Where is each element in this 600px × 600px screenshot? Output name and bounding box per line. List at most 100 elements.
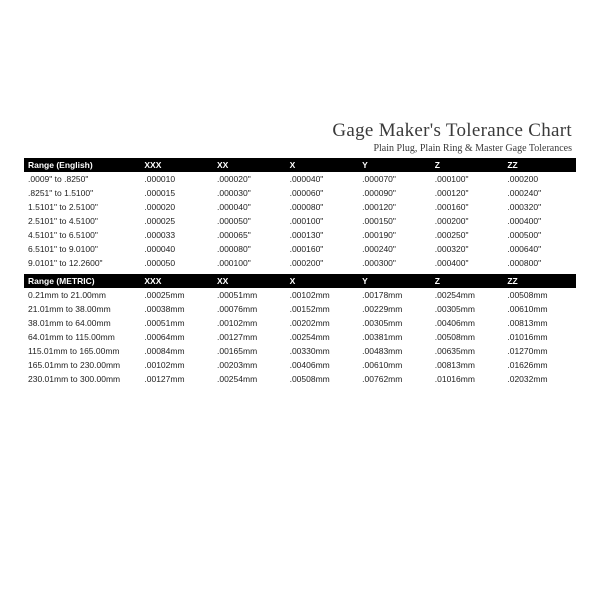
tolerance-cell: .000025 xyxy=(140,214,213,228)
tolerance-cell: .00381mm xyxy=(358,330,431,344)
tolerance-cell: .000065" xyxy=(213,228,286,242)
tolerance-cell: .00508mm xyxy=(431,330,504,344)
col-range: Range (METRIC) xyxy=(24,274,140,288)
range-cell: 4.5101" to 6.5100" xyxy=(24,228,140,242)
tolerance-cell: .000100" xyxy=(431,172,504,186)
table-row: 0.21mm to 21.00mm.00025mm.00051mm.00102m… xyxy=(24,288,576,302)
table-row: 2.5101" to 4.5100".000025.000050".000100… xyxy=(24,214,576,228)
tolerance-table-metric: Range (METRIC) XXX XX X Y Z ZZ 0.21mm to… xyxy=(24,274,576,386)
range-cell: 38.01mm to 64.00mm xyxy=(24,316,140,330)
col-range: Range (English) xyxy=(24,158,140,172)
table-row: 4.5101" to 6.5100".000033.000065".000130… xyxy=(24,228,576,242)
tolerance-cell: .00254mm xyxy=(286,330,359,344)
tolerance-cell: .00202mm xyxy=(286,316,359,330)
range-cell: 165.01mm to 230.00mm xyxy=(24,358,140,372)
tolerance-cell: .00508mm xyxy=(503,288,576,302)
col-z: Z xyxy=(431,274,504,288)
tolerance-cell: .000050 xyxy=(140,256,213,270)
tolerance-cell: .00406mm xyxy=(431,316,504,330)
tolerance-cell: .00127mm xyxy=(140,372,213,386)
tolerance-cell: .000200 xyxy=(503,172,576,186)
tolerance-cell: .00038mm xyxy=(140,302,213,316)
tolerance-cell: .00305mm xyxy=(358,316,431,330)
tolerance-cell: .00051mm xyxy=(213,288,286,302)
table-row: 115.01mm to 165.00mm.00084mm.00165mm.003… xyxy=(24,344,576,358)
tolerance-cell: .000130" xyxy=(286,228,359,242)
range-cell: 1.5101" to 2.5100" xyxy=(24,200,140,214)
tolerance-cell: .000200" xyxy=(431,214,504,228)
table-row: 64.01mm to 115.00mm.00064mm.00127mm.0025… xyxy=(24,330,576,344)
tolerance-cell: .000090" xyxy=(358,186,431,200)
tolerance-cell: .000040" xyxy=(213,200,286,214)
tolerance-cell: .000640" xyxy=(503,242,576,256)
tolerance-cell: .01626mm xyxy=(503,358,576,372)
tolerance-cell: .01016mm xyxy=(503,330,576,344)
tolerance-cell: .00102mm xyxy=(213,316,286,330)
col-zz: ZZ xyxy=(503,274,576,288)
range-cell: 115.01mm to 165.00mm xyxy=(24,344,140,358)
header-row-english: Range (English) XXX XX X Y Z ZZ xyxy=(24,158,576,172)
col-x: X xyxy=(286,158,359,172)
tolerance-cell: .00203mm xyxy=(213,358,286,372)
tolerance-cell: .000033 xyxy=(140,228,213,242)
tolerance-cell: .000080" xyxy=(213,242,286,256)
tolerance-cell: .000190" xyxy=(358,228,431,242)
page-title: Gage Maker's Tolerance Chart xyxy=(24,120,572,142)
tolerance-cell: .000060" xyxy=(286,186,359,200)
col-y: Y xyxy=(358,158,431,172)
tolerance-cell: .000250" xyxy=(431,228,504,242)
tolerance-cell: .000160" xyxy=(286,242,359,256)
range-cell: 230.01mm to 300.00mm xyxy=(24,372,140,386)
tolerance-cell: .01016mm xyxy=(431,372,504,386)
tolerance-cell: .00762mm xyxy=(358,372,431,386)
tolerance-cell: .000150" xyxy=(358,214,431,228)
range-cell: .8251" to 1.5100" xyxy=(24,186,140,200)
range-cell: 9.0101" to 12.2600" xyxy=(24,256,140,270)
table-row: .0009" to .8250".000010.000020".000040".… xyxy=(24,172,576,186)
tolerance-cell: .00229mm xyxy=(358,302,431,316)
tolerance-cell: .000050" xyxy=(213,214,286,228)
tolerance-cell: .000500" xyxy=(503,228,576,242)
tolerance-cell: .02032mm xyxy=(503,372,576,386)
tolerance-cell: .00254mm xyxy=(431,288,504,302)
tolerance-cell: .000100" xyxy=(286,214,359,228)
tolerance-cell: .000040 xyxy=(140,242,213,256)
col-y: Y xyxy=(358,274,431,288)
table-row: 38.01mm to 64.00mm.00051mm.00102mm.00202… xyxy=(24,316,576,330)
tolerance-cell: .00305mm xyxy=(431,302,504,316)
col-z: Z xyxy=(431,158,504,172)
tolerance-cell: .00025mm xyxy=(140,288,213,302)
tolerance-cell: .000160" xyxy=(431,200,504,214)
table-row: .8251" to 1.5100".000015.000030".000060"… xyxy=(24,186,576,200)
page-subtitle: Plain Plug, Plain Ring & Master Gage Tol… xyxy=(24,143,572,154)
tolerance-cell: .00635mm xyxy=(431,344,504,358)
tolerance-cell: .00178mm xyxy=(358,288,431,302)
table-row: 9.0101" to 12.2600".000050.000100".00020… xyxy=(24,256,576,270)
tolerance-cell: .000240" xyxy=(503,186,576,200)
tolerance-cell: .000240" xyxy=(358,242,431,256)
table-row: 165.01mm to 230.00mm.00102mm.00203mm.004… xyxy=(24,358,576,372)
range-cell: 0.21mm to 21.00mm xyxy=(24,288,140,302)
table-row: 21.01mm to 38.00mm.00038mm.00076mm.00152… xyxy=(24,302,576,316)
tolerance-cell: .000020" xyxy=(213,172,286,186)
tolerance-cell: .000320" xyxy=(431,242,504,256)
tolerance-cell: .00076mm xyxy=(213,302,286,316)
col-xx: XX xyxy=(213,158,286,172)
tolerance-table-english: Range (English) XXX XX X Y Z ZZ .0009" t… xyxy=(24,158,576,270)
tolerance-cell: .00508mm xyxy=(286,372,359,386)
tolerance-cell: .00127mm xyxy=(213,330,286,344)
table-row: 1.5101" to 2.5100".000020.000040".000080… xyxy=(24,200,576,214)
range-cell: 2.5101" to 4.5100" xyxy=(24,214,140,228)
tolerance-cell: .00102mm xyxy=(140,358,213,372)
tolerance-cell: .000030" xyxy=(213,186,286,200)
header-row-metric: Range (METRIC) XXX XX X Y Z ZZ xyxy=(24,274,576,288)
tolerance-cell: .000040" xyxy=(286,172,359,186)
tolerance-cell: .00152mm xyxy=(286,302,359,316)
tolerance-cell: .000010 xyxy=(140,172,213,186)
col-xx: XX xyxy=(213,274,286,288)
tolerance-cell: .00813mm xyxy=(431,358,504,372)
tolerance-cell: .000800" xyxy=(503,256,576,270)
table-row: 6.5101" to 9.0100".000040.000080".000160… xyxy=(24,242,576,256)
tolerance-cell: .000080" xyxy=(286,200,359,214)
tolerance-cell: .00254mm xyxy=(213,372,286,386)
